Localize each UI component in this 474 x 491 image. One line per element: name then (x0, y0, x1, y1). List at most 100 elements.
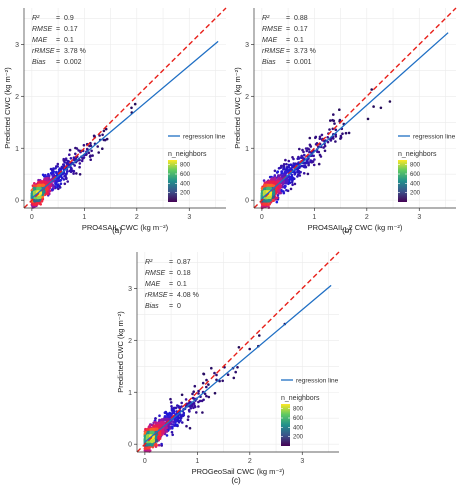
data-point (68, 148, 72, 152)
data-point (313, 158, 316, 161)
data-point (237, 346, 241, 349)
data-point (68, 153, 71, 156)
data-point (33, 198, 37, 202)
data-point (63, 182, 67, 186)
stat-name: rRMSE (32, 48, 55, 55)
data-point (265, 180, 268, 184)
scatter-panel: 0 1 2 3 0 1 2 3 PRO4SAIL CWC (kg m⁻²) Predicted C… (3, 7, 227, 232)
stat-name: Bias (262, 59, 276, 66)
colorbar-tick-label: 200 (293, 435, 304, 441)
data-point (193, 404, 196, 407)
stat-value: 0.9 (64, 15, 74, 22)
data-point (215, 378, 218, 382)
x-tick-label: 0 (143, 458, 147, 465)
y-tick-label: 0 (128, 442, 132, 449)
data-point (288, 181, 292, 184)
data-point (273, 176, 276, 180)
data-point (303, 153, 306, 157)
data-point (133, 102, 137, 106)
data-point (171, 433, 174, 437)
data-point (82, 143, 86, 147)
data-point (312, 154, 315, 158)
data-point (181, 421, 184, 424)
data-point (276, 170, 280, 173)
stat-value: 0.1 (294, 37, 304, 44)
data-point (192, 390, 195, 393)
data-point (334, 140, 337, 143)
data-point (80, 159, 84, 163)
data-point (210, 366, 213, 370)
stat-name: Bias (32, 59, 46, 66)
data-point (47, 177, 51, 180)
data-point (297, 157, 301, 160)
data-point (289, 187, 293, 191)
data-point (268, 202, 271, 206)
data-point (309, 159, 312, 162)
data-point (379, 106, 383, 110)
data-point (187, 415, 190, 418)
data-point (366, 117, 370, 121)
data-point (82, 156, 86, 159)
data-point (74, 152, 77, 156)
data-point (333, 122, 336, 125)
data-point (42, 190, 45, 194)
data-point (305, 149, 309, 153)
data-point (45, 187, 49, 190)
data-point (51, 171, 54, 174)
stat-equals: = (286, 59, 290, 66)
data-point (102, 138, 106, 142)
data-point (78, 165, 81, 169)
data-point (54, 167, 57, 170)
data-point (52, 168, 55, 171)
data-point (275, 196, 278, 200)
colorbar-title: n_neighbors (168, 151, 207, 158)
colorbar-title: n_neighbors (281, 395, 320, 402)
data-point (307, 148, 311, 151)
data-point (185, 424, 188, 428)
gridlines (254, 8, 456, 208)
data-point (88, 144, 91, 148)
data-point (279, 191, 282, 195)
regression-line (261, 32, 449, 200)
y-tick-label: 2 (15, 94, 19, 101)
stat-name: R² (32, 15, 40, 22)
data-point (338, 118, 342, 122)
data-point (338, 108, 341, 111)
x-tick-label: 0 (260, 214, 264, 221)
x-tick-label: 3 (300, 458, 304, 465)
data-point (186, 418, 190, 421)
stat-name: MAE (262, 37, 278, 44)
data-point (296, 175, 299, 178)
data-point (276, 193, 280, 197)
data-point (263, 191, 266, 195)
colorbar-tick-label: 600 (293, 416, 304, 422)
stat-value: 3.78 % (64, 48, 86, 55)
x-axis-title: PRO4SAIL CWC (kg m⁻²) (82, 223, 169, 232)
data-point (318, 135, 322, 139)
data-point (168, 422, 172, 426)
data-point (49, 167, 53, 171)
stat-value: 4.08 % (177, 292, 199, 299)
x-tick-label: 1 (195, 458, 199, 465)
x-tick-label: 3 (187, 214, 191, 221)
data-point (54, 183, 58, 186)
colorbar-tick-label: 200 (180, 191, 191, 197)
data-point (322, 146, 325, 149)
data-point (89, 158, 92, 161)
stat-equals: = (286, 15, 290, 22)
one-to-one-line (136, 251, 340, 453)
stat-equals: = (56, 59, 60, 66)
y-tick-label: 0 (245, 198, 249, 205)
stat-equals: = (169, 270, 173, 277)
data-point (203, 392, 207, 396)
y-axis-title: Predicted CWC (kg m⁻²) (3, 67, 12, 149)
regression-line (144, 284, 332, 443)
data-point (298, 147, 301, 151)
data-point (193, 384, 197, 388)
stat-equals: = (56, 15, 60, 22)
data-point (78, 158, 81, 162)
x-tick-label: 1 (312, 214, 316, 221)
data-point (158, 414, 161, 417)
data-point (105, 137, 109, 141)
